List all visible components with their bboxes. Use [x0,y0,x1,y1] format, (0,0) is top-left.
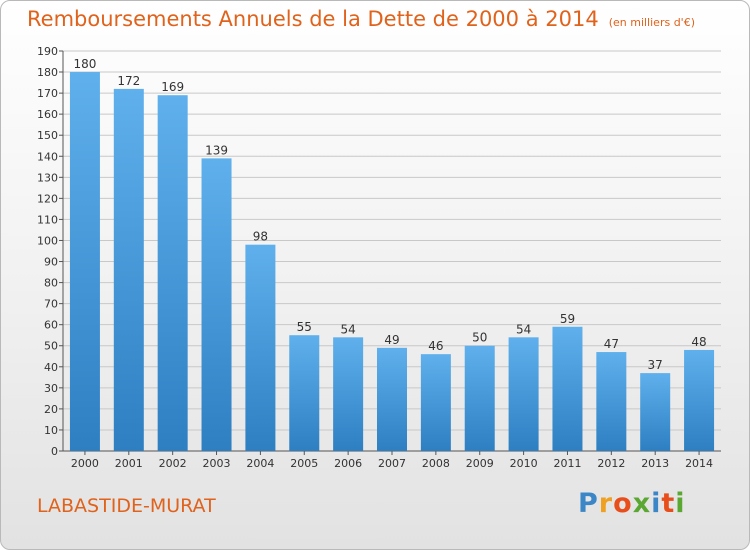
x-tick-label-2003: 2003 [203,457,231,470]
value-label-2009: 50 [472,331,487,345]
y-tick-label: 140 [37,150,58,163]
y-tick-label: 120 [37,192,58,205]
y-tick-label: 80 [44,277,58,290]
logo-letter: i [675,488,686,519]
chart-title: Remboursements Annuels de la Dette de 20… [27,7,599,31]
y-tick-label: 170 [37,87,58,100]
x-tick-label-2005: 2005 [290,457,318,470]
value-label-2004: 98 [253,230,268,244]
y-tick-label: 190 [37,45,58,58]
y-tick-label: 90 [44,256,58,269]
y-tick-label: 150 [37,129,58,142]
value-label-2001: 172 [117,74,140,88]
bar-2004 [245,244,276,451]
proxiti-logo[interactable]: Proxiti [578,488,686,519]
bar-2000 [69,72,100,451]
chart-title-block: Remboursements Annuels de la Dette de 20… [27,7,695,31]
value-label-2002: 169 [161,80,184,94]
value-label-2013: 37 [648,358,663,372]
value-label-2000: 180 [73,57,96,71]
y-tick-label: 40 [44,361,58,374]
y-tick-label: 0 [51,445,58,458]
value-label-2011: 59 [560,312,575,326]
x-tick-label-2010: 2010 [510,457,538,470]
value-label-2003: 139 [205,143,228,157]
x-tick-label-2006: 2006 [334,457,362,470]
bar-2011 [552,326,583,451]
x-tick-label-2000: 2000 [71,457,99,470]
bar-2007 [377,347,407,451]
x-tick-label-2004: 2004 [246,457,274,470]
chart-unit: (en milliers d'€) [608,16,695,29]
bar-2014 [684,349,715,451]
bar-2006 [333,337,364,451]
data-labels: 180 172 169 139 98 55 54 49 46 50 54 59 47 37 48 [73,57,706,372]
bar-2008 [420,354,451,451]
bar-2012 [596,352,627,451]
commune-name: LABASTIDE-MURAT [37,495,216,517]
bar-2009 [464,345,495,451]
value-label-2008: 46 [428,339,443,353]
x-tick-label-2007: 2007 [378,457,406,470]
value-label-2010: 54 [516,322,531,336]
bar-2003 [201,158,232,452]
y-tick-label: 50 [44,340,58,353]
y-tick-label: 60 [44,319,58,332]
bar-2001 [113,88,144,451]
logo-letter: o [613,488,633,519]
x-tick-label-2011: 2011 [553,457,581,470]
y-tick-label: 110 [37,213,58,226]
value-label-2012: 47 [604,337,619,351]
y-tick-label: 70 [44,298,58,311]
value-label-2007: 49 [384,333,399,347]
x-tick-label-2008: 2008 [422,457,450,470]
y-tick-label: 20 [44,403,58,416]
value-label-2006: 54 [340,322,355,336]
y-tick-label: 30 [44,382,58,395]
bar-2002 [157,95,188,452]
x-tick-label-2012: 2012 [597,457,625,470]
logo-letter: P [578,488,599,519]
bar-2013 [640,373,671,451]
bar-2010 [508,337,539,451]
logo-letter: t [661,488,676,519]
bar-2005 [289,335,320,451]
logo-letter: x [632,488,652,519]
x-tick-label-2002: 2002 [159,457,187,470]
x-tick-label-2001: 2001 [115,457,143,470]
value-label-2014: 48 [691,335,706,349]
logo-letter: i [651,488,662,519]
y-tick-label: 160 [37,108,58,121]
logo-letter: r [598,488,614,519]
y-tick-label: 130 [37,171,58,184]
x-tick-label-2014: 2014 [685,457,713,470]
bars [69,72,715,452]
value-label-2005: 55 [297,320,312,334]
x-tick-label-2009: 2009 [466,457,494,470]
y-tick-label: 180 [37,66,58,79]
x-tick-label-2013: 2013 [641,457,669,470]
y-tick-label: 10 [44,424,58,437]
y-tick-label: 100 [37,234,58,247]
